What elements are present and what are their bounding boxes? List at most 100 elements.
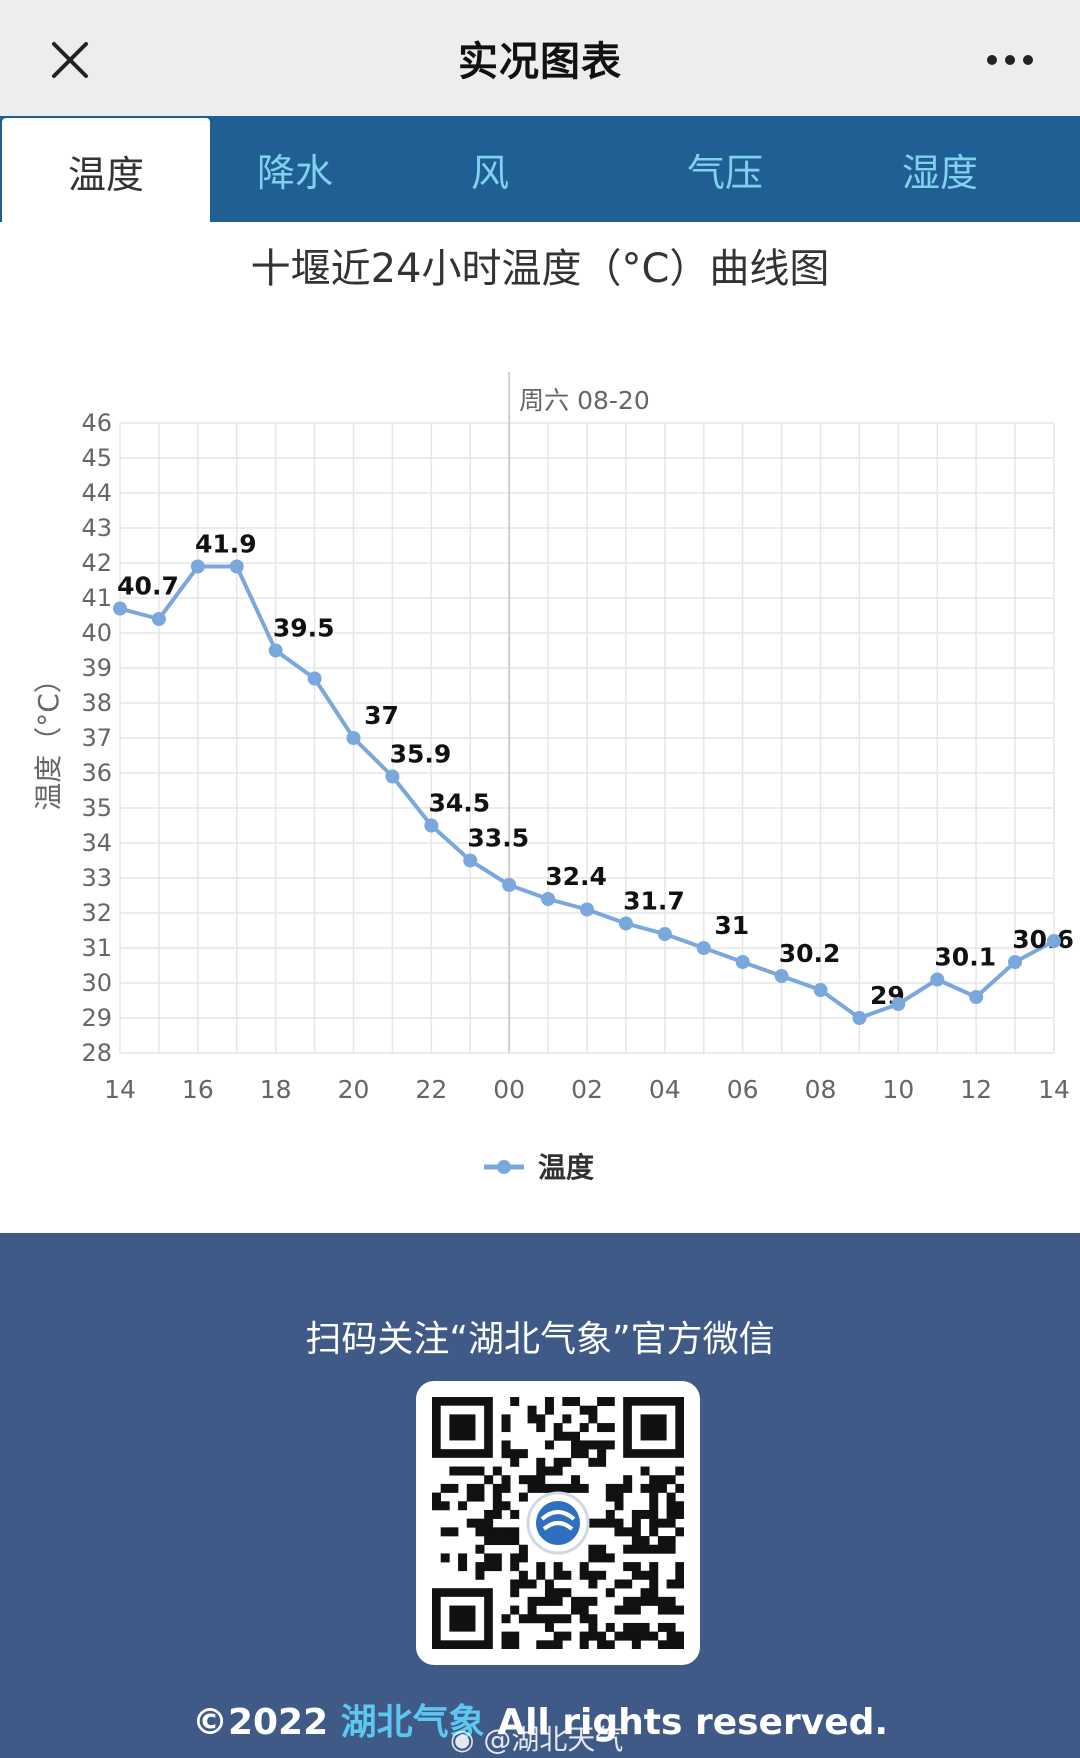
data-point: [347, 731, 361, 745]
qr-module: [606, 1519, 615, 1528]
qr-module: [562, 1458, 571, 1467]
qr-module: [597, 1571, 606, 1580]
data-point: [619, 917, 633, 931]
qr-module: [475, 1519, 484, 1528]
qr-module: [475, 1493, 484, 1502]
qr-module: [545, 1614, 554, 1623]
qr-module: [536, 1562, 545, 1571]
qr-module: [562, 1588, 571, 1597]
qr-module: [641, 1571, 650, 1580]
data-label: 31: [714, 911, 749, 940]
qr-module: [588, 1414, 597, 1423]
qr-module: [528, 1614, 537, 1623]
qr-module: [545, 1579, 554, 1588]
qr-module: [606, 1588, 615, 1597]
tab-wind[interactable]: 风: [420, 116, 560, 222]
qr-module: [432, 1501, 441, 1510]
qr-module: [467, 1493, 476, 1502]
qr-module: [545, 1406, 554, 1415]
page-title: 实况图表: [458, 29, 622, 87]
qr-module: [545, 1397, 554, 1406]
qr-module: [658, 1484, 667, 1493]
data-point: [230, 560, 244, 574]
data-point: [502, 878, 516, 892]
qr-module: [536, 1597, 545, 1606]
data-point: [852, 1011, 866, 1025]
qr-module: [484, 1519, 493, 1528]
data-label: 30.6: [1012, 925, 1074, 954]
qr-module: [588, 1623, 597, 1632]
data-label: 37: [364, 701, 399, 730]
data-point: [191, 560, 205, 574]
qr-module: [475, 1562, 484, 1571]
y-tick-label: 36: [81, 759, 112, 787]
qr-module: [675, 1632, 684, 1641]
tab-temperature[interactable]: 温度: [2, 118, 210, 224]
qr-module: [614, 1606, 623, 1615]
qr-module: [614, 1501, 623, 1510]
qr-module: [588, 1553, 597, 1562]
weibo-watermark: ◉ @湖北天气: [450, 1718, 623, 1758]
data-point: [1008, 955, 1022, 969]
x-tick-label: 18: [260, 1075, 292, 1104]
qr-module: [606, 1510, 615, 1519]
qr-module: [606, 1640, 615, 1649]
tab-humidity[interactable]: 湿度: [860, 116, 1020, 222]
qr-module: [623, 1632, 632, 1641]
qr-module: [641, 1545, 650, 1554]
qr-module: [597, 1519, 606, 1528]
qr-module: [588, 1519, 597, 1528]
data-point: [736, 955, 750, 969]
qr-module: [667, 1493, 676, 1502]
qr-module: [588, 1614, 597, 1623]
qr-module: [675, 1501, 684, 1510]
qr-module: [649, 1519, 658, 1528]
qr-module: [571, 1484, 580, 1493]
qr-module: [502, 1632, 511, 1641]
qr-module: [554, 1597, 563, 1606]
qr-module: [571, 1475, 580, 1484]
y-tick-label: 30: [81, 969, 112, 997]
qr-module: [658, 1545, 667, 1554]
qr-module: [580, 1423, 589, 1432]
qr-module: [475, 1484, 484, 1493]
more-button[interactable]: [980, 30, 1040, 90]
close-button[interactable]: [40, 30, 100, 90]
data-label: 40.7: [117, 572, 179, 601]
qr-module: [441, 1553, 450, 1562]
qr-module: [510, 1458, 519, 1467]
qr-module: [623, 1484, 632, 1493]
qr-module: [658, 1597, 667, 1606]
qr-module: [475, 1527, 484, 1536]
qr-module: [588, 1406, 597, 1415]
qr-module: [510, 1536, 519, 1545]
qr-module: [623, 1579, 632, 1588]
top-bar: 实况图表: [0, 0, 1080, 116]
qr-module: [675, 1606, 684, 1615]
qr-module: [641, 1467, 650, 1476]
data-point: [658, 927, 672, 941]
qr-module: [545, 1597, 554, 1606]
tab-pressure[interactable]: 气压: [650, 116, 800, 222]
tab-precipitation[interactable]: 降水: [210, 116, 380, 222]
data-point: [697, 941, 711, 955]
qr-module: [545, 1484, 554, 1493]
qr-module: [554, 1423, 563, 1432]
y-tick-label: 31: [81, 934, 112, 962]
qr-module: [484, 1536, 493, 1545]
data-point: [541, 892, 555, 906]
qr-module: [658, 1536, 667, 1545]
qr-finder-core: [641, 1414, 667, 1440]
qr-module: [580, 1484, 589, 1493]
y-tick-label: 38: [81, 689, 112, 717]
qr-module: [641, 1623, 650, 1632]
qr-module: [554, 1614, 563, 1623]
qr-module: [510, 1579, 519, 1588]
qr-module: [632, 1597, 641, 1606]
y-tick-label: 32: [81, 899, 112, 927]
qr-module: [580, 1449, 589, 1458]
qr-module: [606, 1397, 615, 1406]
qr-module: [580, 1614, 589, 1623]
qr-module: [667, 1475, 676, 1484]
qr-module: [588, 1458, 597, 1467]
